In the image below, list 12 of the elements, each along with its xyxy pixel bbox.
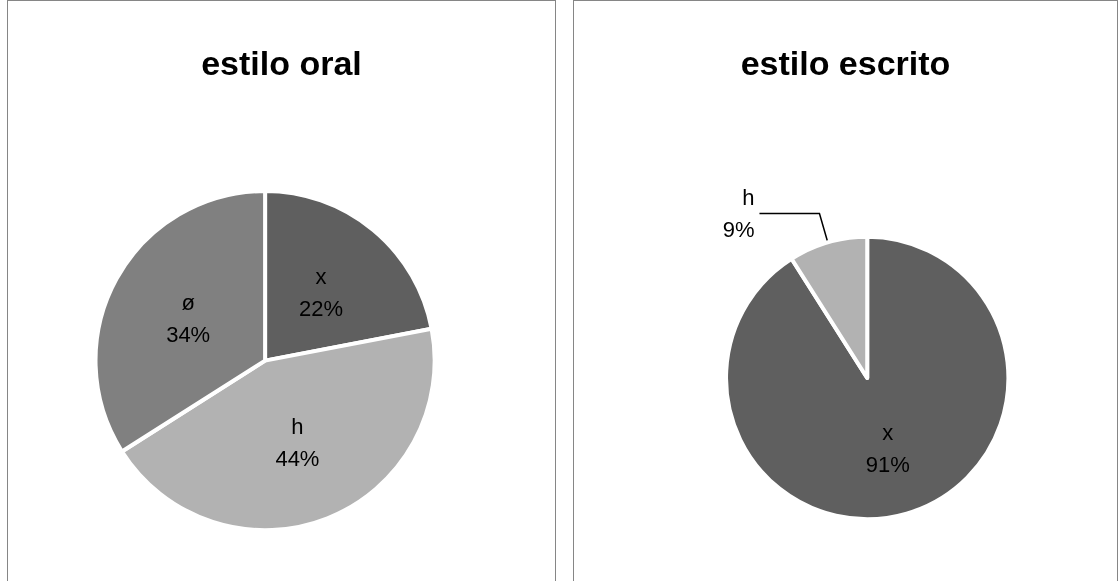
data-label: 34% — [166, 321, 211, 347]
slice-label: ø — [181, 289, 195, 315]
data-label: 44% — [275, 445, 320, 471]
data-label: 91% — [865, 452, 910, 478]
chart-title: estilo oral — [201, 44, 362, 82]
chart-title: estilo escrito — [740, 44, 951, 82]
data-label: 9% — [722, 217, 755, 243]
slice-label: h — [742, 185, 755, 211]
slice-label: x — [315, 264, 327, 290]
slice-label: x — [882, 420, 894, 446]
data-label: 22% — [299, 296, 344, 322]
slice-label: h — [291, 413, 304, 439]
